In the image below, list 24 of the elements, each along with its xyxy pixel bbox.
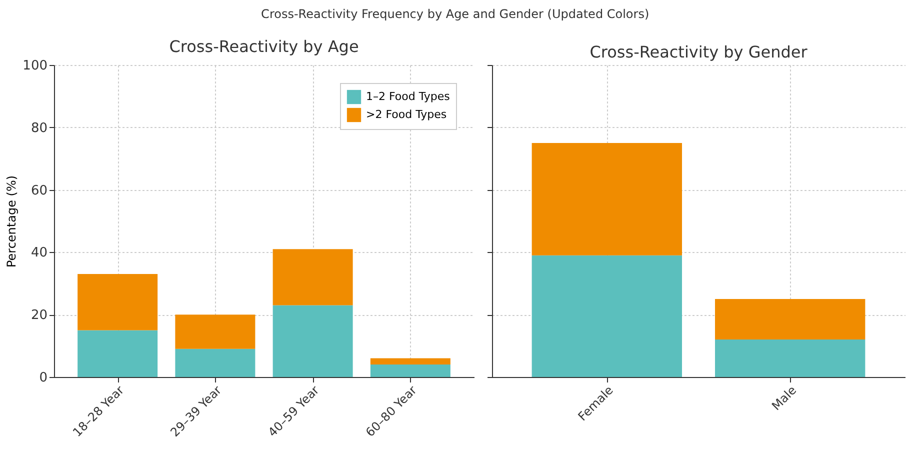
chart-title: Cross-Reactivity by Age [169,37,359,56]
legend-label: >2 Food Types [366,108,447,121]
bar [715,340,866,377]
bar [370,364,450,377]
bar [532,143,682,256]
y-axis-title: Percentage (%) [4,175,19,268]
y-tick-label: 60 [30,183,48,198]
bar [78,274,158,330]
bar [272,249,353,306]
y-tick-label: 40 [30,246,48,261]
text: Cross-Reactivity Frequency by Age and Gender (Updated Colors) [261,7,650,21]
y-tick-label: 80 [30,120,48,136]
y-tick-label: 20 [30,308,48,324]
y-tick-label: 100 [22,58,48,74]
bar [175,314,256,349]
bar [532,255,682,377]
bar [272,305,353,377]
bar [175,348,256,377]
bar [370,358,450,365]
bar [78,330,158,377]
y-tick-label: 0 [39,370,48,386]
bar [715,299,866,340]
chart-title: Cross-Reactivity by Gender [590,42,808,62]
legend-label: 1–2 Food Types [366,90,450,103]
